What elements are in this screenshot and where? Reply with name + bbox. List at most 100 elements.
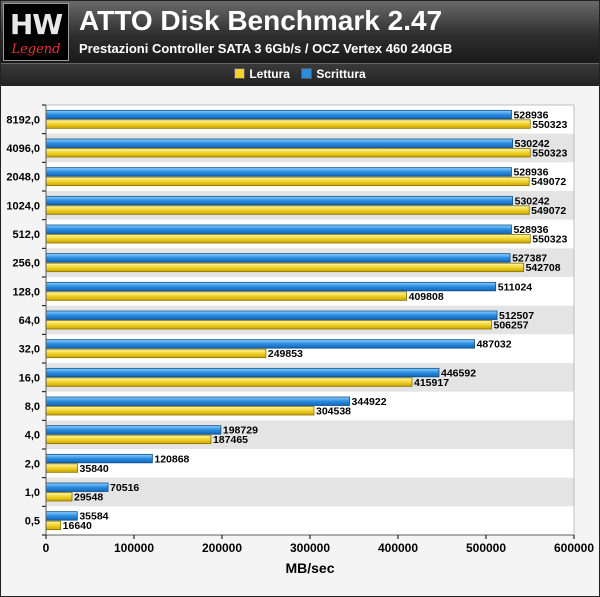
bar-scrittura <box>45 453 153 464</box>
chart-subtitle: Prestazioni Controller SATA 3 6Gb/s / OC… <box>79 41 453 56</box>
legend-item-scrittura: Scrittura <box>301 67 366 81</box>
x-tick-label: 600000 <box>554 541 594 555</box>
x-tick-label: 300000 <box>290 541 330 555</box>
data-label-lettura: 549072 <box>531 205 566 217</box>
data-label-scrittura: 446592 <box>441 367 476 379</box>
data-label-lettura: 550323 <box>532 234 567 246</box>
data-label-lettura: 550323 <box>532 119 567 131</box>
y-tick-label: 0,5 <box>25 516 40 528</box>
legend-item-lettura: Lettura <box>234 67 290 81</box>
data-label-scrittura: 530242 <box>515 138 550 150</box>
legend-swatch-scrittura <box>301 68 313 79</box>
bar-scrittura <box>45 253 511 263</box>
bar-lettura <box>45 176 530 187</box>
bar-lettura <box>45 234 531 244</box>
legend-swatch-lettura <box>234 68 246 79</box>
bar-lettura <box>45 377 413 387</box>
data-label-lettura: 187465 <box>213 434 248 446</box>
logo-subtext: Legend <box>11 42 61 57</box>
y-tick-label: 64,0 <box>19 315 40 327</box>
data-label-scrittura: 35584 <box>79 511 108 523</box>
bar-lettura <box>45 520 62 531</box>
bar-lettura <box>45 406 315 416</box>
legend-bar: Lettura Scrittura <box>1 63 599 86</box>
grid-band <box>46 420 574 449</box>
data-label-lettura: 542708 <box>526 262 561 274</box>
grid-band <box>46 363 574 392</box>
bar-lettura <box>45 205 530 215</box>
data-label-lettura: 16640 <box>63 520 92 532</box>
bar-scrittura <box>45 224 512 234</box>
y-tick-label: 2048,0 <box>6 172 40 184</box>
x-tick-label: 0 <box>43 541 50 555</box>
data-label-lettura: 304538 <box>316 406 351 418</box>
data-label-lettura: 249853 <box>268 348 303 360</box>
grid-band <box>46 133 574 163</box>
bar-scrittura <box>45 339 475 349</box>
chart-header: HW Legend ATTO Disk Benchmark 2.47 Prest… <box>1 1 599 63</box>
bar-lettura <box>45 148 531 158</box>
bar-scrittura <box>45 482 109 492</box>
data-label-lettura: 549072 <box>531 176 566 188</box>
bar-scrittura <box>45 109 512 120</box>
x-tick-label: 400000 <box>378 541 418 555</box>
data-label-scrittura: 198729 <box>223 425 258 437</box>
bar-lettura <box>45 119 531 129</box>
bar-scrittura <box>45 310 498 320</box>
data-label-lettura: 415917 <box>414 377 449 389</box>
grid-band <box>46 191 574 220</box>
x-tick-label: 200000 <box>202 541 242 555</box>
bar-lettura <box>45 463 78 473</box>
data-label-scrittura: 487032 <box>477 339 512 351</box>
grid-band <box>46 305 574 335</box>
chart-title: ATTO Disk Benchmark 2.47 <box>79 5 443 36</box>
data-label-scrittura: 528936 <box>513 224 548 236</box>
data-label-lettura: 29548 <box>74 492 103 504</box>
data-label-scrittura: 70516 <box>110 482 139 494</box>
data-label-lettura: 409808 <box>409 291 444 303</box>
y-tick-label: 16,0 <box>19 372 40 384</box>
bar-scrittura <box>45 396 350 406</box>
bar-lettura <box>45 434 212 445</box>
data-label-scrittura: 344922 <box>352 396 387 408</box>
y-tick-label: 4,0 <box>25 430 40 442</box>
y-tick-label: 128,0 <box>12 286 40 298</box>
data-label-lettura: 35840 <box>80 463 109 475</box>
x-tick-label: 500000 <box>466 541 506 555</box>
data-label-scrittura: 530242 <box>515 195 550 207</box>
bar-scrittura <box>45 195 514 206</box>
logo-mark: HW <box>9 8 63 41</box>
hwlegend-logo: HW Legend <box>3 3 69 61</box>
y-tick-label: 4096,0 <box>6 143 40 155</box>
data-label-lettura: 550323 <box>532 148 567 160</box>
data-label-scrittura: 512507 <box>499 310 534 322</box>
y-tick-label: 8,0 <box>25 401 40 413</box>
y-tick-label: 512,0 <box>12 229 40 241</box>
y-tick-label: 1024,0 <box>6 200 40 212</box>
bar-scrittura <box>45 167 512 177</box>
bar-lettura <box>45 320 492 330</box>
legend-label-scrittura: Scrittura <box>316 67 366 81</box>
data-label-scrittura: 528936 <box>513 167 548 179</box>
y-tick-label: 256,0 <box>12 258 40 270</box>
grid-band <box>46 248 574 277</box>
bar-scrittura <box>45 511 78 521</box>
bar-lettura <box>45 262 524 273</box>
y-tick-label: 8192,0 <box>6 114 40 126</box>
data-label-scrittura: 511024 <box>498 281 533 293</box>
x-tick-label: 100000 <box>114 541 154 555</box>
y-tick-label: 1,0 <box>25 487 40 499</box>
x-axis-label: MB/sec <box>285 560 334 576</box>
data-label-scrittura: 527387 <box>512 253 547 265</box>
y-tick-label: 32,0 <box>19 344 40 356</box>
bar-lettura <box>45 348 267 359</box>
bar-scrittura <box>45 367 440 378</box>
bar-scrittura <box>45 425 222 435</box>
data-label-scrittura: 120868 <box>154 453 189 465</box>
bar-scrittura <box>45 138 514 148</box>
data-label-lettura: 506257 <box>494 320 529 332</box>
bar-lettura <box>45 291 408 301</box>
legend-label-lettura: Lettura <box>249 67 290 81</box>
grid-band <box>46 477 574 507</box>
